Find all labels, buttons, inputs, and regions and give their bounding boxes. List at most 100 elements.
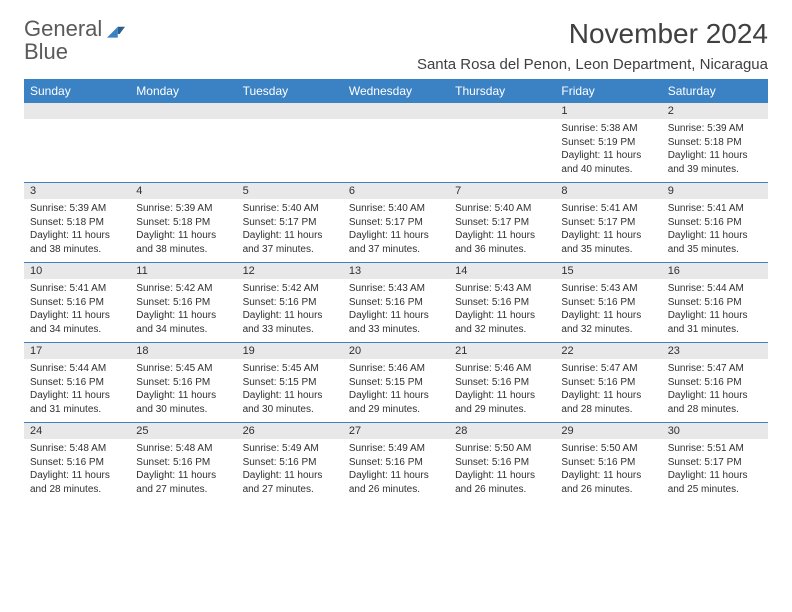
- day-cell: 28Sunrise: 5:50 AMSunset: 5:16 PMDayligh…: [449, 423, 555, 503]
- day-body: Sunrise: 5:40 AMSunset: 5:17 PMDaylight:…: [237, 199, 343, 262]
- day-body: Sunrise: 5:43 AMSunset: 5:16 PMDaylight:…: [555, 279, 661, 342]
- day-body: Sunrise: 5:39 AMSunset: 5:18 PMDaylight:…: [130, 199, 236, 262]
- day-header: Wednesday: [343, 80, 449, 103]
- day-number: 2: [662, 103, 768, 119]
- day-body: Sunrise: 5:40 AMSunset: 5:17 PMDaylight:…: [449, 199, 555, 262]
- day-body: Sunrise: 5:48 AMSunset: 5:16 PMDaylight:…: [24, 439, 130, 502]
- week-row: 1Sunrise: 5:38 AMSunset: 5:19 PMDaylight…: [24, 103, 768, 183]
- day-cell: 13Sunrise: 5:43 AMSunset: 5:16 PMDayligh…: [343, 263, 449, 343]
- day-cell: 19Sunrise: 5:45 AMSunset: 5:15 PMDayligh…: [237, 343, 343, 423]
- day-body: Sunrise: 5:49 AMSunset: 5:16 PMDaylight:…: [237, 439, 343, 502]
- day-body: Sunrise: 5:40 AMSunset: 5:17 PMDaylight:…: [343, 199, 449, 262]
- day-cell: 23Sunrise: 5:47 AMSunset: 5:16 PMDayligh…: [662, 343, 768, 423]
- day-body: Sunrise: 5:45 AMSunset: 5:16 PMDaylight:…: [130, 359, 236, 422]
- day-number: 26: [237, 423, 343, 439]
- day-number: [237, 103, 343, 119]
- day-body: Sunrise: 5:44 AMSunset: 5:16 PMDaylight:…: [662, 279, 768, 342]
- day-cell: 16Sunrise: 5:44 AMSunset: 5:16 PMDayligh…: [662, 263, 768, 343]
- day-body: Sunrise: 5:45 AMSunset: 5:15 PMDaylight:…: [237, 359, 343, 422]
- day-number: 14: [449, 263, 555, 279]
- day-number: 29: [555, 423, 661, 439]
- day-body: Sunrise: 5:41 AMSunset: 5:16 PMDaylight:…: [662, 199, 768, 262]
- day-number: 17: [24, 343, 130, 359]
- day-number: 7: [449, 183, 555, 199]
- day-number: 19: [237, 343, 343, 359]
- day-body: [24, 119, 130, 177]
- day-cell: 29Sunrise: 5:50 AMSunset: 5:16 PMDayligh…: [555, 423, 661, 503]
- day-cell: 14Sunrise: 5:43 AMSunset: 5:16 PMDayligh…: [449, 263, 555, 343]
- day-cell: 21Sunrise: 5:46 AMSunset: 5:16 PMDayligh…: [449, 343, 555, 423]
- day-body: [343, 119, 449, 177]
- day-cell: 8Sunrise: 5:41 AMSunset: 5:17 PMDaylight…: [555, 183, 661, 263]
- day-body: Sunrise: 5:50 AMSunset: 5:16 PMDaylight:…: [555, 439, 661, 502]
- day-number: 11: [130, 263, 236, 279]
- day-cell: 4Sunrise: 5:39 AMSunset: 5:18 PMDaylight…: [130, 183, 236, 263]
- day-number: 13: [343, 263, 449, 279]
- day-cell: 12Sunrise: 5:42 AMSunset: 5:16 PMDayligh…: [237, 263, 343, 343]
- day-body: Sunrise: 5:49 AMSunset: 5:16 PMDaylight:…: [343, 439, 449, 502]
- day-header: Monday: [130, 80, 236, 103]
- week-row: 3Sunrise: 5:39 AMSunset: 5:18 PMDaylight…: [24, 183, 768, 263]
- day-cell: 15Sunrise: 5:43 AMSunset: 5:16 PMDayligh…: [555, 263, 661, 343]
- day-number: 30: [662, 423, 768, 439]
- day-body: Sunrise: 5:47 AMSunset: 5:16 PMDaylight:…: [555, 359, 661, 422]
- day-cell: 24Sunrise: 5:48 AMSunset: 5:16 PMDayligh…: [24, 423, 130, 503]
- day-number: 28: [449, 423, 555, 439]
- day-number: [24, 103, 130, 119]
- month-title: November 2024: [417, 18, 768, 50]
- location-subtitle: Santa Rosa del Penon, Leon Department, N…: [417, 56, 768, 73]
- day-body: Sunrise: 5:43 AMSunset: 5:16 PMDaylight:…: [343, 279, 449, 342]
- day-header-row: SundayMondayTuesdayWednesdayThursdayFrid…: [24, 80, 768, 103]
- day-cell: 30Sunrise: 5:51 AMSunset: 5:17 PMDayligh…: [662, 423, 768, 503]
- day-header: Friday: [555, 80, 661, 103]
- day-body: [237, 119, 343, 177]
- day-cell: 1Sunrise: 5:38 AMSunset: 5:19 PMDaylight…: [555, 103, 661, 183]
- day-cell: 9Sunrise: 5:41 AMSunset: 5:16 PMDaylight…: [662, 183, 768, 263]
- day-number: [449, 103, 555, 119]
- day-cell: [24, 103, 130, 183]
- logo-word1: General: [24, 16, 102, 41]
- day-number: 1: [555, 103, 661, 119]
- logo-word2: Blue: [24, 39, 68, 64]
- day-body: Sunrise: 5:43 AMSunset: 5:16 PMDaylight:…: [449, 279, 555, 342]
- day-number: 16: [662, 263, 768, 279]
- day-body: Sunrise: 5:48 AMSunset: 5:16 PMDaylight:…: [130, 439, 236, 502]
- day-cell: 27Sunrise: 5:49 AMSunset: 5:16 PMDayligh…: [343, 423, 449, 503]
- week-row: 17Sunrise: 5:44 AMSunset: 5:16 PMDayligh…: [24, 343, 768, 423]
- day-number: 21: [449, 343, 555, 359]
- day-number: 12: [237, 263, 343, 279]
- day-number: [130, 103, 236, 119]
- day-body: Sunrise: 5:46 AMSunset: 5:15 PMDaylight:…: [343, 359, 449, 422]
- day-cell: [237, 103, 343, 183]
- day-cell: 26Sunrise: 5:49 AMSunset: 5:16 PMDayligh…: [237, 423, 343, 503]
- day-cell: 17Sunrise: 5:44 AMSunset: 5:16 PMDayligh…: [24, 343, 130, 423]
- day-cell: 18Sunrise: 5:45 AMSunset: 5:16 PMDayligh…: [130, 343, 236, 423]
- day-body: Sunrise: 5:50 AMSunset: 5:16 PMDaylight:…: [449, 439, 555, 502]
- day-body: [130, 119, 236, 177]
- day-body: Sunrise: 5:42 AMSunset: 5:16 PMDaylight:…: [237, 279, 343, 342]
- day-number: 22: [555, 343, 661, 359]
- day-number: 10: [24, 263, 130, 279]
- day-body: Sunrise: 5:46 AMSunset: 5:16 PMDaylight:…: [449, 359, 555, 422]
- day-body: Sunrise: 5:41 AMSunset: 5:17 PMDaylight:…: [555, 199, 661, 262]
- day-cell: 20Sunrise: 5:46 AMSunset: 5:15 PMDayligh…: [343, 343, 449, 423]
- day-header: Tuesday: [237, 80, 343, 103]
- day-body: Sunrise: 5:47 AMSunset: 5:16 PMDaylight:…: [662, 359, 768, 422]
- day-body: Sunrise: 5:39 AMSunset: 5:18 PMDaylight:…: [24, 199, 130, 262]
- day-cell: 7Sunrise: 5:40 AMSunset: 5:17 PMDaylight…: [449, 183, 555, 263]
- day-number: 3: [24, 183, 130, 199]
- week-row: 24Sunrise: 5:48 AMSunset: 5:16 PMDayligh…: [24, 423, 768, 503]
- day-number: 23: [662, 343, 768, 359]
- day-header: Sunday: [24, 80, 130, 103]
- day-cell: 2Sunrise: 5:39 AMSunset: 5:18 PMDaylight…: [662, 103, 768, 183]
- day-cell: 22Sunrise: 5:47 AMSunset: 5:16 PMDayligh…: [555, 343, 661, 423]
- day-number: 4: [130, 183, 236, 199]
- day-number: 24: [24, 423, 130, 439]
- day-number: 5: [237, 183, 343, 199]
- day-cell: 3Sunrise: 5:39 AMSunset: 5:18 PMDaylight…: [24, 183, 130, 263]
- calendar-table: SundayMondayTuesdayWednesdayThursdayFrid…: [24, 79, 768, 502]
- day-cell: 25Sunrise: 5:48 AMSunset: 5:16 PMDayligh…: [130, 423, 236, 503]
- day-body: Sunrise: 5:39 AMSunset: 5:18 PMDaylight:…: [662, 119, 768, 182]
- day-body: [449, 119, 555, 177]
- day-number: 8: [555, 183, 661, 199]
